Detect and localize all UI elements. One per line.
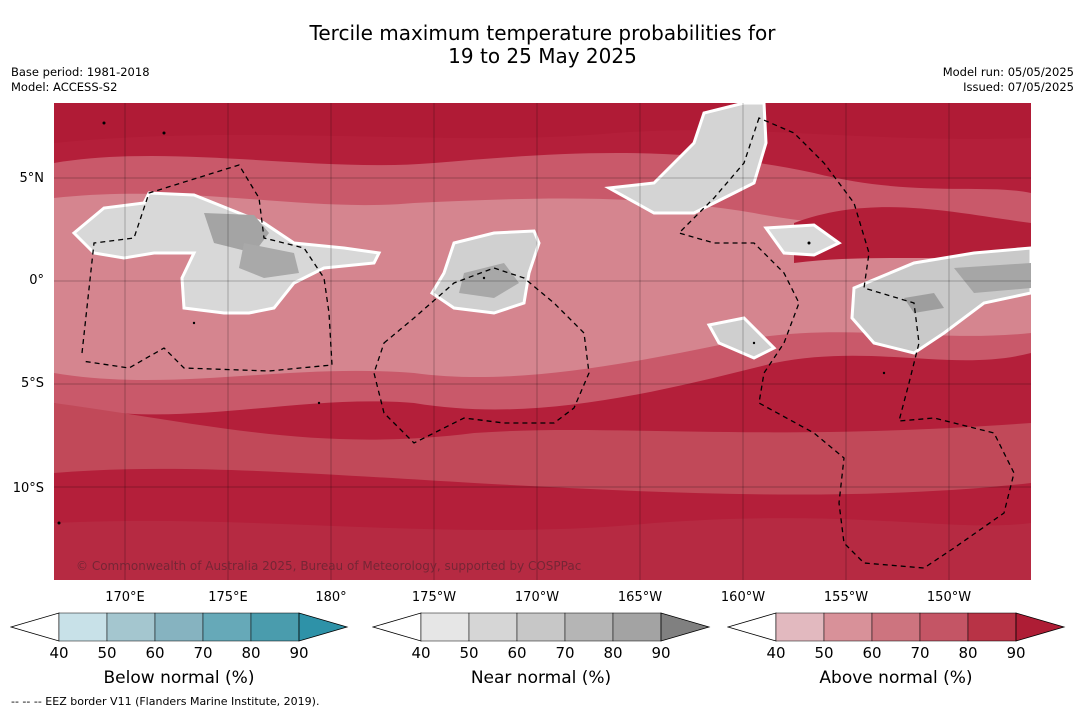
islands <box>57 121 886 525</box>
lon-label-150w: 150°W <box>926 590 972 605</box>
near-normal-patch-small-2 <box>763 223 842 257</box>
lat-label-0: 0° <box>29 273 44 288</box>
lat-label-5s: 5°S <box>20 376 44 391</box>
colorbar-segment <box>775 612 825 642</box>
colorbar-segment <box>154 612 204 642</box>
near-normal-core-east-2 <box>954 263 1031 293</box>
model-name: Model: ACCESS-S2 <box>11 80 118 94</box>
chart-title: Tercile maximum temperature probabilitie… <box>0 22 1085 68</box>
cb2-tick: 40 <box>766 644 786 662</box>
cb0-tick: 70 <box>193 644 213 662</box>
eez-footnote: -- -- -- EEZ border V11 (Flanders Marine… <box>11 695 320 708</box>
below-normal-label: Below normal (%) <box>103 668 255 688</box>
meta-right: Model run: 05/05/2025 Issued: 07/05/2025 <box>943 65 1074 95</box>
cb1-tick: 80 <box>603 644 623 662</box>
colorbar-segment <box>967 612 1017 642</box>
lon-label-155w: 155°W <box>823 590 869 605</box>
near-normal-patch-west <box>71 191 382 315</box>
lon-label-175w: 175°W <box>411 590 457 605</box>
cb2-tick: 70 <box>910 644 930 662</box>
cb0-tick: 60 <box>145 644 165 662</box>
lon-label-160w: 160°W <box>720 590 766 605</box>
colorbar-high-arrow <box>660 612 711 642</box>
near-normal-core-west <box>204 213 269 253</box>
cb1-tick: 50 <box>459 644 479 662</box>
title-line-1: Tercile maximum temperature probabilitie… <box>309 21 776 45</box>
near-normal-core-west-2 <box>239 243 299 278</box>
lon-label-175e: 175°E <box>208 590 248 605</box>
cb1-tick: 40 <box>411 644 431 662</box>
lon-label-170w: 170°W <box>514 590 560 605</box>
cb0-tick: 90 <box>289 644 309 662</box>
cb1-tick: 60 <box>507 644 527 662</box>
colorbar-segment <box>58 612 108 642</box>
colorbar-segment <box>612 612 662 642</box>
model-run: Model run: 05/05/2025 <box>942 65 1074 79</box>
above-normal-70-band <box>54 403 1031 495</box>
lon-label-180: 180° <box>315 590 347 605</box>
colorbar-low-arrow <box>10 612 60 642</box>
cb0-tick: 50 <box>97 644 117 662</box>
near-normal-patch-north <box>604 103 768 215</box>
colorbar-low-arrow <box>727 612 777 642</box>
probability-map: © Commonwealth of Australia 2025, Bureau… <box>54 103 1031 580</box>
colorbar-high-arrow <box>298 612 349 642</box>
colorbar-below-normal <box>10 612 349 642</box>
lat-label-5n: 5°N <box>19 171 45 186</box>
cb2-tick: 90 <box>1006 644 1026 662</box>
cb2-tick: 60 <box>862 644 882 662</box>
lon-label-165w: 165°W <box>617 590 663 605</box>
above-normal-80-band-south <box>54 518 1031 580</box>
lon-label-170e: 170°E <box>105 590 145 605</box>
colorbar-segment <box>564 612 614 642</box>
cb2-tick: 50 <box>814 644 834 662</box>
meta-left: Base period: 1981-2018 Model: ACCESS-S2 <box>11 65 150 95</box>
colorbar-segment <box>250 612 300 642</box>
near-normal-label: Near normal (%) <box>470 668 612 688</box>
cb1-tick: 90 <box>651 644 671 662</box>
colorbar-low-arrow <box>372 612 422 642</box>
colorbar-segment <box>919 612 969 642</box>
eez-borders <box>81 117 1015 569</box>
graticule <box>54 103 1031 580</box>
above-normal-80-band <box>54 103 1031 143</box>
near-normal-core-east <box>904 293 944 313</box>
colorbar-segment <box>106 612 156 642</box>
above-normal-label: Above normal (%) <box>819 668 973 688</box>
cb0-tick: 40 <box>49 644 69 662</box>
colorbar-segment <box>420 612 470 642</box>
issued-date: Issued: 07/05/2025 <box>963 80 1074 94</box>
copyright-notice: © Commonwealth of Australia 2025, Bureau… <box>76 559 582 573</box>
colorbar-segment <box>202 612 252 642</box>
title-line-2: 19 to 25 May 2025 <box>448 44 637 68</box>
map-canvas <box>54 103 1031 580</box>
colorbar-segment <box>516 612 566 642</box>
cb1-tick: 70 <box>555 644 575 662</box>
colorbar-above-normal <box>727 612 1066 642</box>
colorbar-segment <box>823 612 873 642</box>
base-period: Base period: 1981-2018 <box>11 65 150 79</box>
lat-label-10s: 10°S <box>12 481 44 496</box>
near-normal-patch-small <box>706 316 777 360</box>
colorbar-segment <box>468 612 518 642</box>
colorbar-segment <box>871 612 921 642</box>
cb0-tick: 80 <box>241 644 261 662</box>
colorbar-high-arrow <box>1015 612 1066 642</box>
colorbar-near-normal <box>372 612 711 642</box>
above-normal-dark-patch <box>794 207 1031 263</box>
cb2-tick: 80 <box>958 644 978 662</box>
